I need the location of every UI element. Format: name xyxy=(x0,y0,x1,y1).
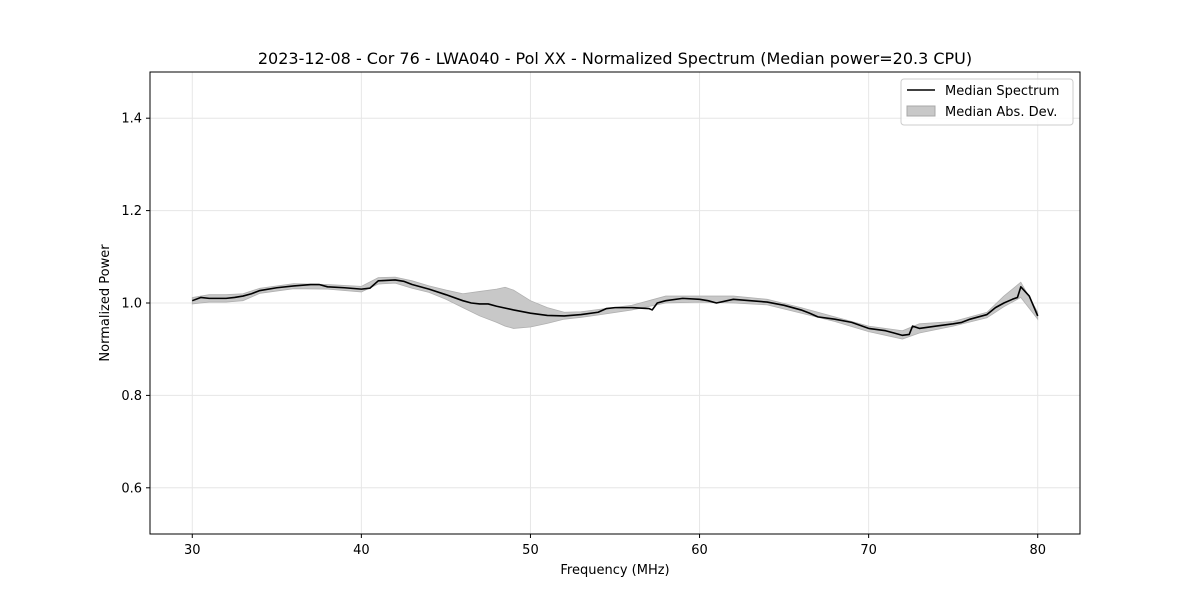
y-tick-label: 1.0 xyxy=(121,297,142,312)
x-tick-label: 80 xyxy=(1029,543,1046,558)
x-tick-label: 30 xyxy=(184,543,201,558)
chart-title: 2023-12-08 - Cor 76 - LWA040 - Pol XX - … xyxy=(258,49,972,68)
y-tick-label: 0.6 xyxy=(121,481,142,496)
y-axis-ticks: 0.6 0.8 1.0 1.2 1.4 xyxy=(121,112,150,496)
x-tick-label: 70 xyxy=(860,543,877,558)
y-tick-label: 1.4 xyxy=(121,112,142,127)
y-axis-label: Normalized Power xyxy=(98,244,113,362)
x-tick-label: 60 xyxy=(691,543,708,558)
x-tick-label: 50 xyxy=(522,543,539,558)
y-tick-label: 0.8 xyxy=(121,389,142,404)
legend-patch-swatch xyxy=(906,105,936,117)
median-spectrum-line xyxy=(191,279,1039,337)
legend-box xyxy=(900,78,1074,126)
x-axis-label: Frequency (MHz) xyxy=(560,563,669,578)
legend-label-median-spectrum: Median Spectrum xyxy=(945,84,1059,99)
y-tick-label: 1.2 xyxy=(121,204,142,219)
legend-label-median-abs-dev: Median Abs. Dev. xyxy=(945,105,1057,120)
legend: Median Spectrum Median Abs. Dev. xyxy=(900,78,1074,126)
x-tick-label: 40 xyxy=(353,543,370,558)
x-axis-ticks: 30 40 50 60 70 80 xyxy=(184,534,1046,558)
median-line-layer xyxy=(191,279,1039,337)
